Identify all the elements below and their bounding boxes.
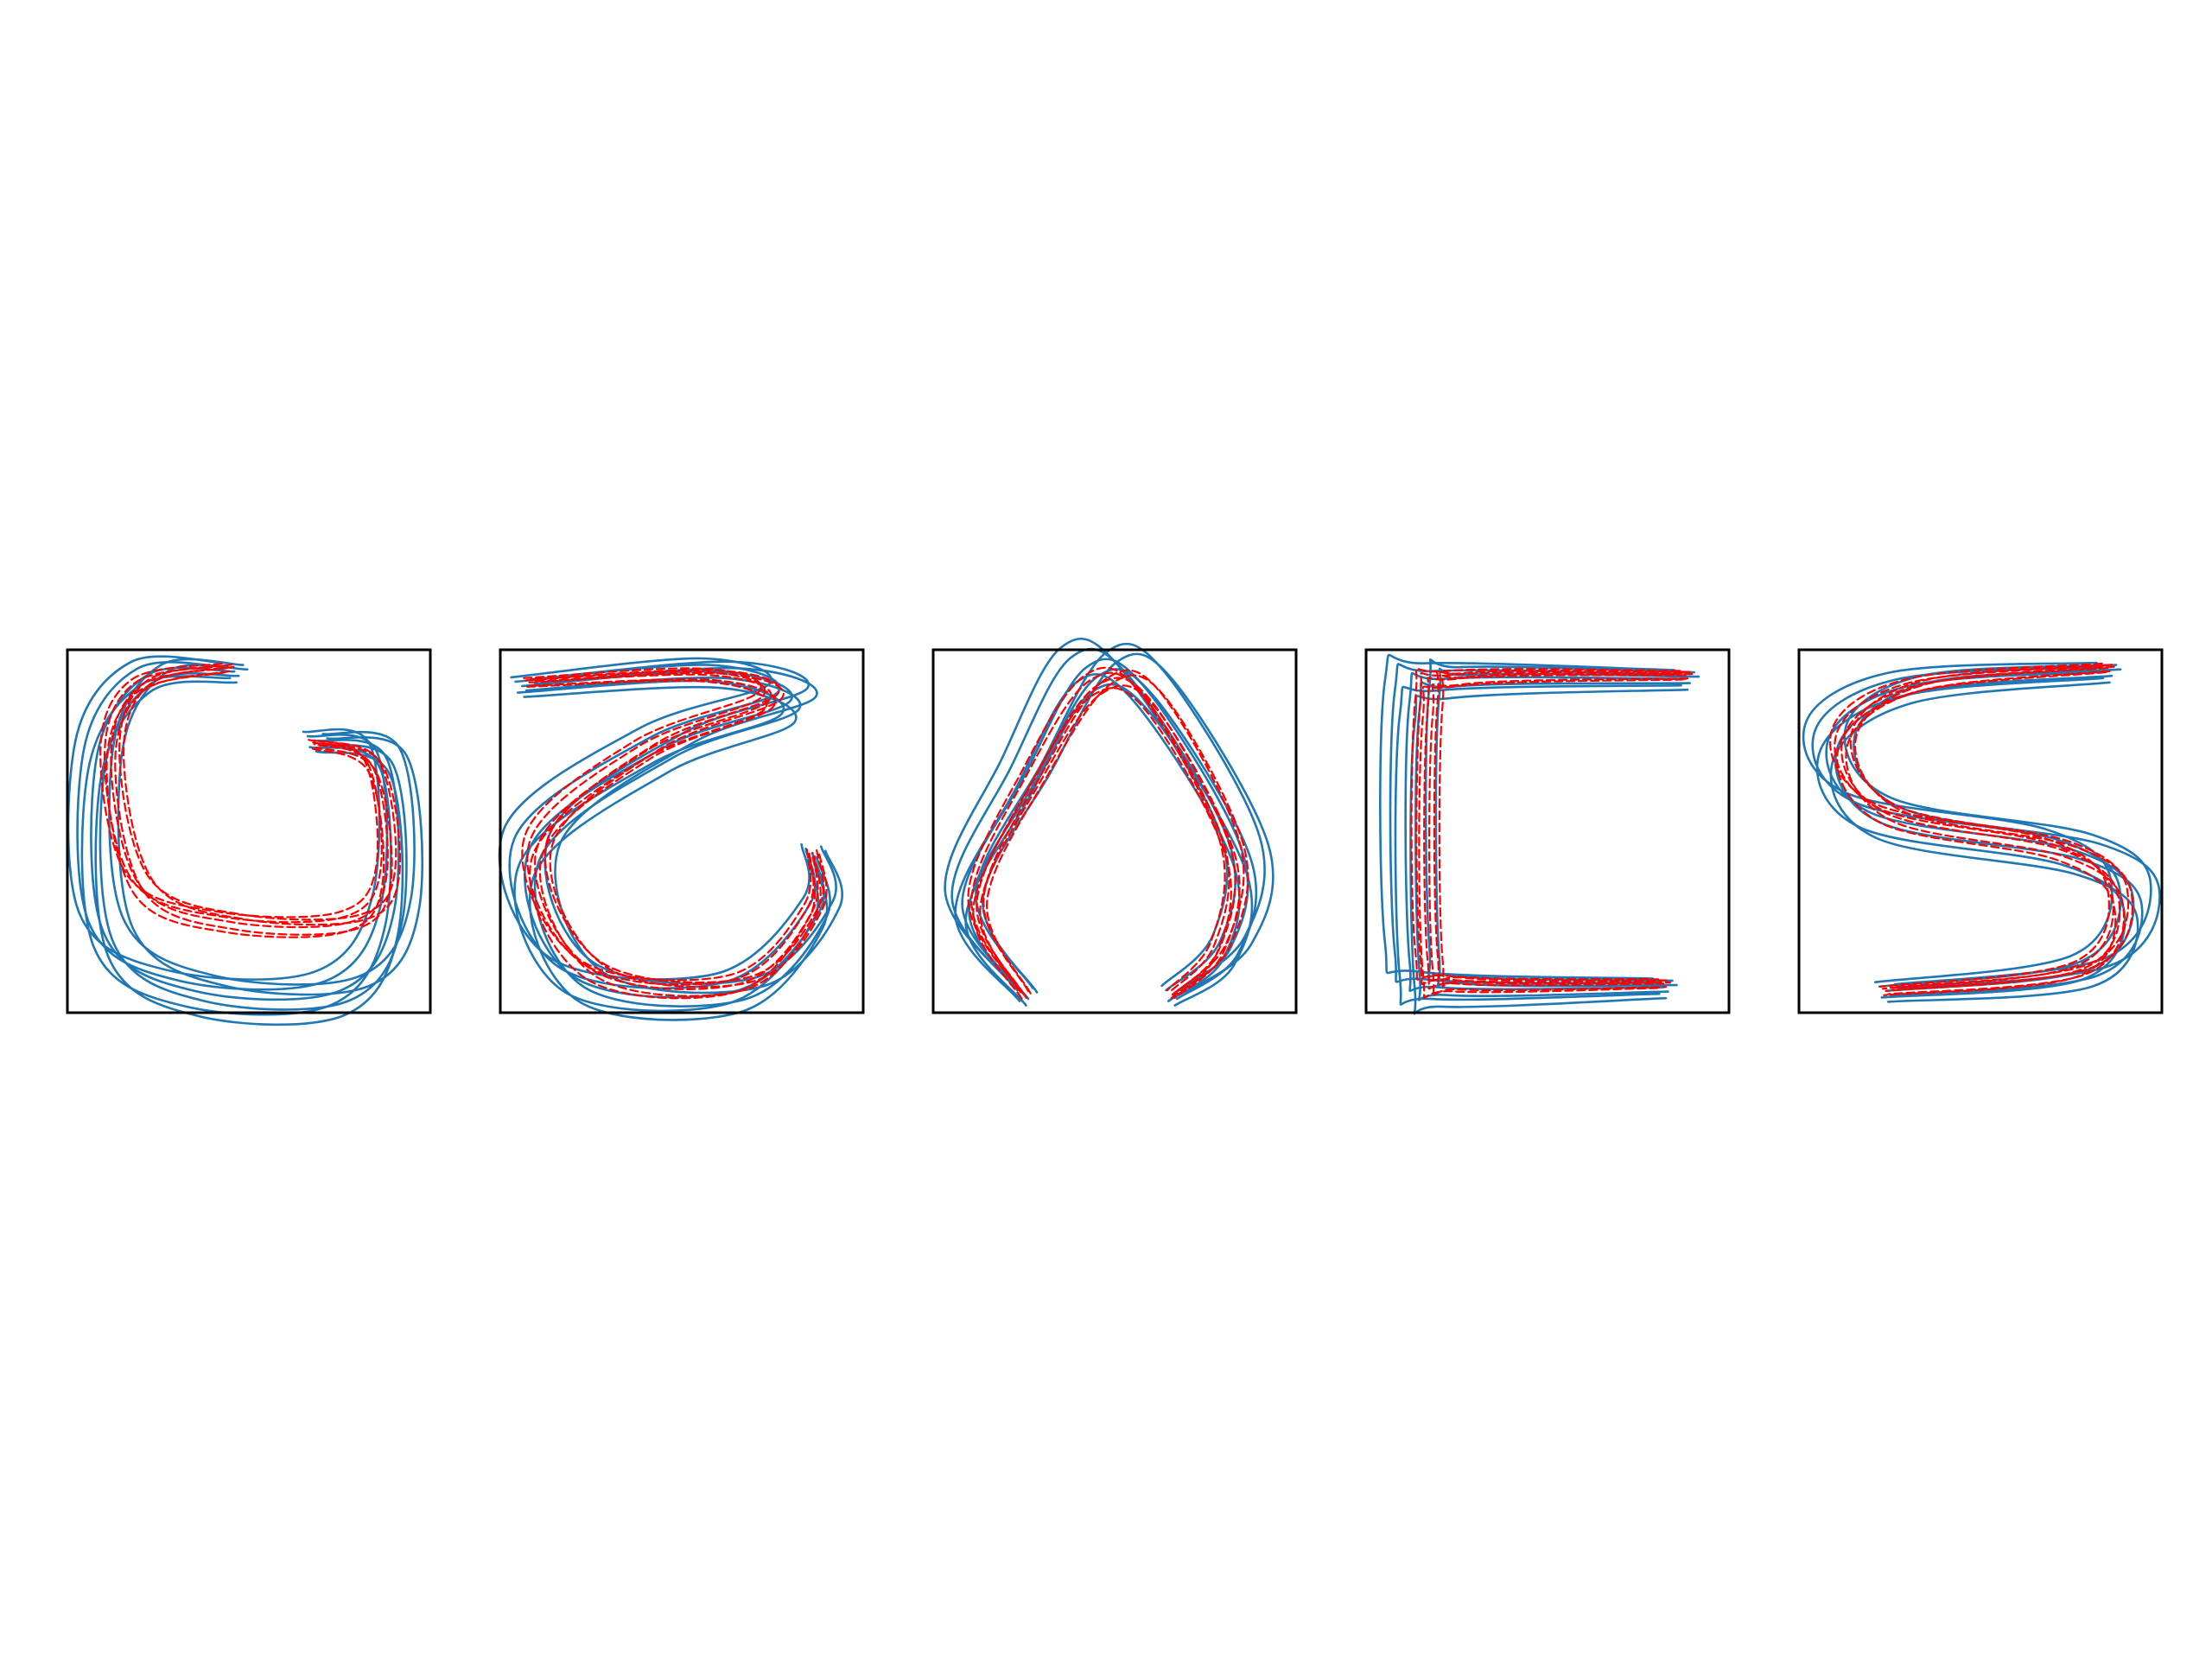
reproduction-curve-1-7 bbox=[99, 662, 379, 918]
panel-frame-5 bbox=[1797, 648, 2164, 1014]
reproduction-curve-1-3 bbox=[103, 664, 383, 924]
demonstration-curve-2-7 bbox=[498, 657, 810, 981]
reproduction-curve-5-5 bbox=[1835, 671, 2117, 996]
panel-1 bbox=[66, 648, 432, 1027]
reproduction-curve-1-4 bbox=[118, 664, 397, 921]
demonstration-curve-1-4 bbox=[108, 658, 416, 986]
reproduction-curve-5-4 bbox=[1849, 664, 2130, 989]
reproduction-curve-2-1 bbox=[528, 673, 819, 990]
panel-frame-3 bbox=[931, 648, 1298, 1014]
reproduction-curve-4-1 bbox=[1423, 674, 1687, 990]
reproduction-curve-2-7 bbox=[521, 667, 812, 982]
demonstration-curve-4-7 bbox=[1379, 653, 1676, 980]
reproduction-curve-5-7 bbox=[1828, 662, 2110, 988]
demonstration-curve-4-8 bbox=[1409, 688, 1689, 1015]
reproduction-curve-4-5 bbox=[1418, 678, 1685, 999]
panel-frame-2 bbox=[499, 648, 865, 1014]
demonstration-curve-2-6 bbox=[534, 666, 843, 995]
demonstration-curve-2-8 bbox=[523, 685, 829, 1021]
reproduction-curve-3-2 bbox=[979, 684, 1241, 999]
panel-3 bbox=[931, 637, 1298, 1014]
reproduction-curve-1-1 bbox=[110, 666, 389, 929]
reproduction-curve-3-5 bbox=[972, 687, 1232, 1001]
demonstration-curve-4-6 bbox=[1434, 667, 1700, 988]
reproduction-curve-4-4 bbox=[1433, 670, 1691, 983]
reproduction-curve-5-6 bbox=[1853, 665, 2134, 991]
reproduction-curve-2-5 bbox=[526, 679, 817, 1000]
reproduction-curve-3-6 bbox=[986, 674, 1249, 995]
demonstration-curve-4-1 bbox=[1404, 671, 1687, 993]
reproduction-curve-3-4 bbox=[982, 669, 1245, 993]
panel-5 bbox=[1797, 648, 2164, 1014]
demonstration-curve-4-4 bbox=[1424, 658, 1695, 982]
demonstration-curve-1-2 bbox=[99, 672, 408, 1011]
demonstration-curve-5-3 bbox=[1811, 665, 2122, 988]
reproduction-curve-4-7 bbox=[1410, 667, 1681, 981]
reproduction-curve-2-6 bbox=[535, 671, 828, 988]
demonstration-curve-4-2 bbox=[1414, 681, 1691, 1001]
reproduction-curve-3-7 bbox=[967, 666, 1226, 992]
demonstration-curve-5-7 bbox=[1802, 661, 2113, 983]
panel-4 bbox=[1364, 648, 1731, 1015]
reproduction-curve-4-2 bbox=[1427, 677, 1689, 997]
demonstration-curve-5-8 bbox=[1829, 681, 2139, 1003]
demonstration-curve-3-5 bbox=[954, 673, 1241, 1002]
reproduction-curve-5-2 bbox=[1845, 670, 2126, 995]
reproduction-curve-5-1 bbox=[1840, 666, 2121, 992]
demonstration-curve-3-7 bbox=[944, 637, 1229, 988]
demonstration-curve-3-8 bbox=[964, 683, 1254, 1007]
demonstration-curve-1-6 bbox=[117, 664, 424, 996]
panel-2 bbox=[498, 648, 865, 1021]
panel-frame-4 bbox=[1364, 648, 1731, 1014]
reproduction-curve-3-3 bbox=[970, 671, 1230, 994]
panel-frame-1 bbox=[66, 648, 432, 1014]
reproduction-curve-1-5 bbox=[105, 671, 385, 938]
panels bbox=[66, 637, 2164, 1027]
reproduction-curve-1-2 bbox=[114, 670, 393, 936]
demonstration-curve-5-4 bbox=[1843, 664, 2152, 986]
demonstration-curve-1-1 bbox=[90, 666, 400, 1001]
demonstration-curve-1-7 bbox=[67, 655, 381, 981]
demonstration-curve-4-5 bbox=[1394, 683, 1682, 1006]
reproduction-curve-4-6 bbox=[1438, 672, 1694, 988]
reproduction-curve-1-6 bbox=[122, 665, 402, 926]
reproduction-curve-5-3 bbox=[1834, 664, 2114, 990]
reproduction-curve-3-1 bbox=[976, 677, 1236, 996]
reproduction-curve-4-3 bbox=[1415, 671, 1683, 986]
demonstration-curve-3-1 bbox=[961, 658, 1249, 996]
